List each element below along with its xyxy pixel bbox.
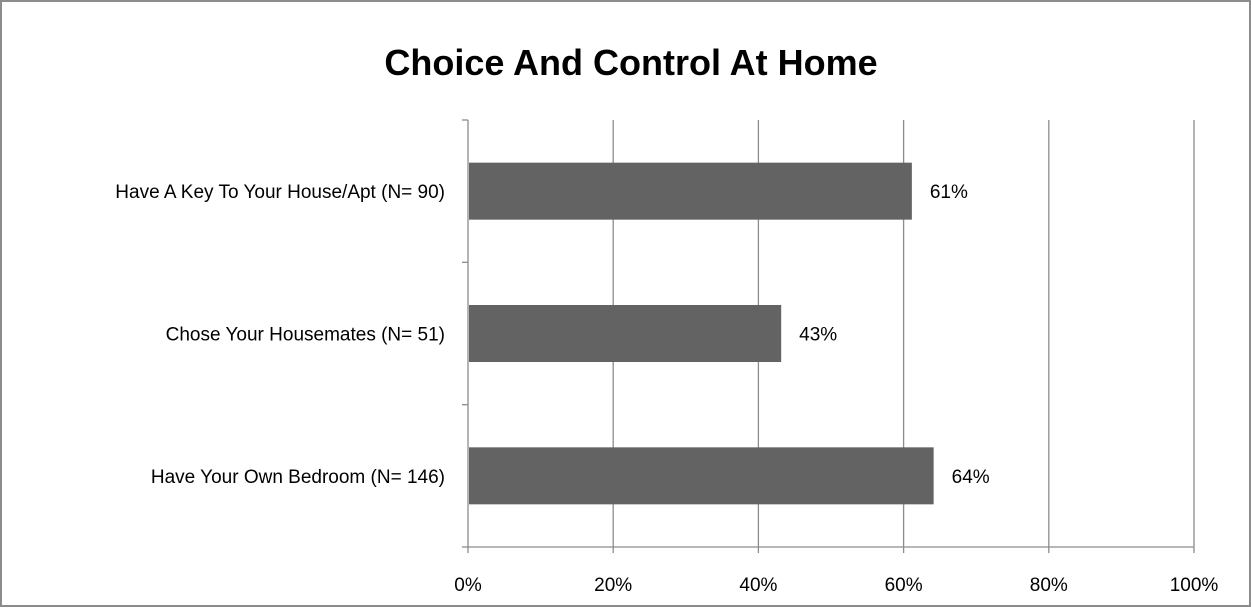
data-labels: 61% 43% 64% (799, 182, 990, 488)
data-label-2: 64% (952, 467, 990, 488)
data-label-0: 61% (930, 182, 968, 203)
x-tick-label-20: 20% (594, 575, 632, 596)
bars (469, 162, 934, 505)
x-tick-label-40: 40% (739, 575, 777, 596)
bar-1 (469, 305, 782, 362)
axes (462, 119, 1195, 553)
bar-0 (469, 162, 912, 220)
category-label-0: Have A Key To Your House/Apt (N= 90) (115, 182, 445, 203)
category-label-2: Have Your Own Bedroom (N= 146) (151, 467, 445, 488)
category-label-1: Chose Your Housemates (N= 51) (166, 325, 445, 346)
x-tick-label-0: 0% (454, 575, 482, 596)
x-tick-label-60: 60% (885, 575, 923, 596)
x-tick-label-80: 80% (1030, 575, 1068, 596)
bar-2 (469, 447, 934, 505)
x-tick-labels: 0% 20% 40% 60% 80% 100% (454, 575, 1218, 596)
x-tick-label-100: 100% (1170, 575, 1219, 596)
chart-title: Choice And Control At Home (384, 42, 877, 83)
category-labels: Have A Key To Your House/Apt (N= 90) Chos… (115, 182, 445, 488)
data-label-1: 43% (799, 325, 837, 346)
